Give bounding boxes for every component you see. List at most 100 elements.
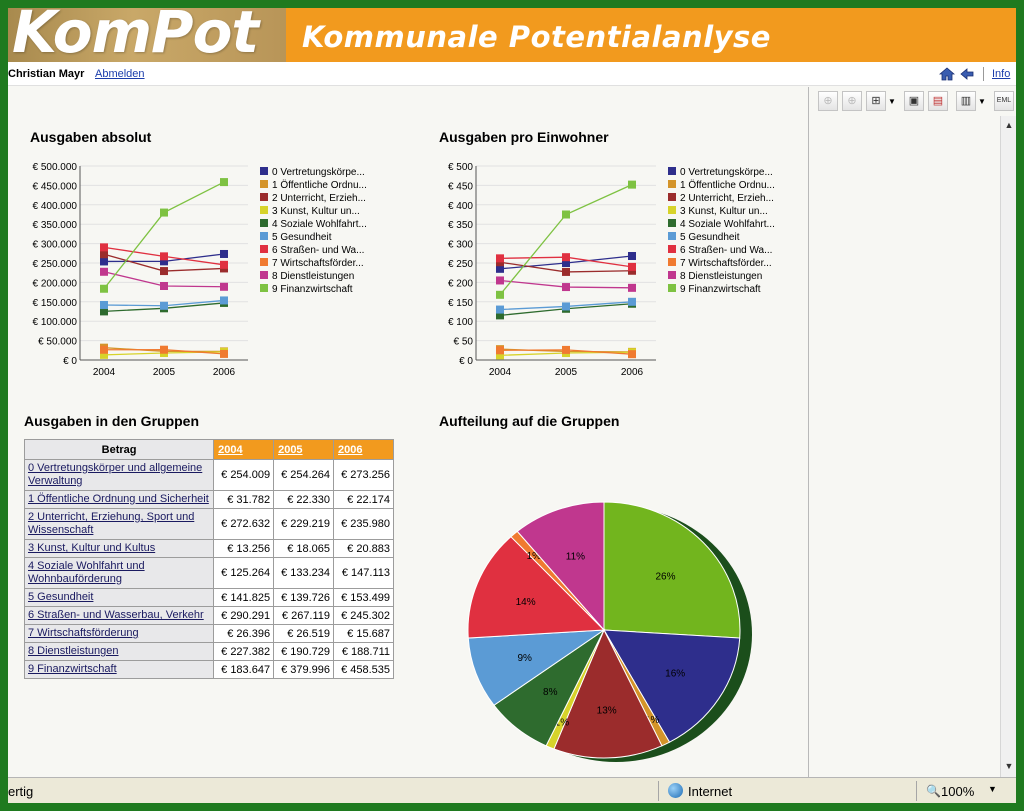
columns-icon[interactable]: ▥ bbox=[956, 91, 976, 111]
scroll-up-arrow-icon[interactable]: ▲ bbox=[1004, 120, 1014, 130]
data-point bbox=[628, 283, 636, 292]
pane-divider bbox=[808, 87, 809, 777]
table-cell-category[interactable]: 2 Unterricht, Erziehung, Sport und Wisse… bbox=[23, 508, 215, 540]
table-cell-category[interactable]: 5 Gesundheit bbox=[23, 588, 215, 607]
home-icon[interactable] bbox=[939, 66, 955, 82]
table-cell-value: € 290.291 bbox=[213, 606, 275, 625]
chevron-down-icon[interactable]: ▼ bbox=[888, 97, 896, 106]
data-point bbox=[100, 300, 108, 309]
legend-label: 5 Gesundheit bbox=[680, 232, 740, 243]
data-point bbox=[562, 283, 570, 292]
legend-label: 0 Vertretungskörpe... bbox=[680, 167, 773, 178]
table-cell-value: € 22.330 bbox=[273, 490, 335, 509]
legend-label: 0 Vertretungskörpe... bbox=[272, 167, 365, 178]
logout-link[interactable]: Abmelden bbox=[95, 68, 145, 80]
window-icon[interactable]: ▣ bbox=[904, 91, 924, 111]
legend-label: 8 Dienstleistungen bbox=[272, 271, 354, 282]
table-cell-category[interactable]: 0 Vertretungskörper und allgemeine Verwa… bbox=[23, 459, 215, 491]
table-cell-category[interactable]: 8 Dienstleistungen bbox=[23, 642, 215, 661]
data-point bbox=[496, 351, 504, 360]
status-text: ertig bbox=[8, 784, 34, 799]
data-point bbox=[100, 243, 108, 252]
add-icon[interactable]: ⊞ bbox=[866, 91, 886, 111]
data-point bbox=[100, 345, 108, 354]
pie-slice-label: 1% bbox=[555, 718, 570, 729]
table-cell-value: € 13.256 bbox=[213, 539, 275, 558]
pie-slice-label: 1% bbox=[645, 715, 660, 726]
data-point bbox=[496, 305, 504, 314]
chevron-down-icon[interactable]: ▼ bbox=[978, 97, 986, 106]
pie-title: Aufteilung auf die Gruppen bbox=[439, 413, 620, 429]
table-row: 0 Vertretungskörper und allgemeine Verwa… bbox=[23, 459, 394, 491]
y-tick-label: € 100 bbox=[448, 317, 473, 328]
data-point bbox=[100, 267, 108, 276]
back-arrow-icon[interactable] bbox=[959, 66, 975, 82]
legend-swatch bbox=[668, 271, 676, 279]
table-row: 6 Straßen- und Wasserbau, Verkehr € 290.2… bbox=[23, 606, 394, 625]
zoom-in-icon[interactable]: ⊕ bbox=[818, 91, 838, 111]
data-point bbox=[562, 210, 570, 219]
plot-area: € 500.000 € 450.000 € 400.000 € 350.000 € 30… bbox=[33, 162, 367, 378]
user-bar: Christian Mayr Abmelden Info bbox=[8, 62, 1016, 86]
table-cell-category[interactable]: 4 Soziale Wohlfahrt und Wohnbauförderung bbox=[23, 557, 215, 589]
table-cell-category[interactable]: 3 Kunst, Kultur und Kultus bbox=[23, 539, 215, 558]
app-title: Kommunale Potentialanlyse bbox=[302, 20, 771, 54]
column-header-2005[interactable]: 2005 bbox=[273, 439, 335, 460]
table-cell-value: € 133.234 bbox=[273, 557, 335, 589]
table-cell-value: € 22.174 bbox=[333, 490, 394, 509]
table-cell-category[interactable]: 1 Öffentliche Ordnung und Sicherheit bbox=[23, 490, 215, 509]
x-tick-label: 2005 bbox=[555, 367, 578, 378]
pie-slice bbox=[467, 536, 606, 639]
calendar-icon[interactable]: ▤ bbox=[928, 91, 948, 111]
data-point bbox=[160, 267, 168, 276]
table-cell-value: € 15.687 bbox=[333, 624, 394, 643]
scrollbar[interactable]: ▲ ▼ bbox=[1000, 116, 1016, 777]
table-cell-value: € 139.726 bbox=[273, 588, 335, 607]
table-cell-value: € 267.119 bbox=[273, 606, 335, 625]
app-banner: KomPot Kommunale Potentialanlyse bbox=[8, 8, 1016, 62]
table-cell-value: € 227.382 bbox=[213, 642, 275, 661]
y-tick-label: € 200 bbox=[448, 278, 473, 289]
table-cell-category[interactable]: 6 Straßen- und Wasserbau, Verkehr bbox=[23, 606, 215, 625]
legend-label: 3 Kunst, Kultur un... bbox=[680, 206, 768, 217]
data-point bbox=[220, 178, 228, 187]
series-line bbox=[499, 184, 633, 296]
table-cell-value: € 183.647 bbox=[213, 660, 275, 679]
y-tick-label: € 500 bbox=[448, 162, 473, 173]
legend-label: 5 Gesundheit bbox=[272, 232, 332, 243]
table-cell-value: € 458.535 bbox=[333, 660, 394, 679]
column-header-betrag: Betrag bbox=[23, 439, 215, 460]
logo-text: KomPot bbox=[12, 8, 259, 62]
info-link[interactable]: Info bbox=[992, 68, 1011, 80]
column-header-2004[interactable]: 2004 bbox=[213, 439, 275, 460]
legend-swatch bbox=[260, 219, 268, 227]
zoom-icon[interactable]: 🔍 bbox=[926, 784, 941, 798]
expense-table-wrap: Betrag 2004 2005 2006 0 Vertretungskörpe… bbox=[23, 439, 394, 679]
pie-slice-label: 26% bbox=[655, 572, 675, 583]
data-point bbox=[628, 180, 636, 189]
email-export-icon[interactable]: EML bbox=[994, 91, 1014, 111]
chevron-down-icon[interactable]: ▼ bbox=[988, 784, 997, 794]
y-tick-label: € 50 bbox=[454, 337, 474, 348]
column-header-2006[interactable]: 2006 bbox=[333, 439, 394, 460]
x-tick-label: 2004 bbox=[93, 367, 116, 378]
data-point bbox=[160, 281, 168, 290]
y-tick-label: € 250 bbox=[448, 259, 473, 270]
table-cell-category[interactable]: 7 Wirtschaftsförderung bbox=[23, 624, 215, 643]
legend-label: 2 Unterricht, Erzieh... bbox=[680, 193, 774, 204]
legend-swatch bbox=[668, 232, 676, 240]
pie-slice-label: 8% bbox=[543, 687, 558, 698]
zoom-out-icon[interactable]: ⊕ bbox=[842, 91, 862, 111]
table-cell-category[interactable]: 9 Finanzwirtschaft bbox=[23, 660, 215, 679]
line-chart-absolut: € 500.000 € 450.000 € 400.000 € 350.000 € 30… bbox=[33, 162, 367, 378]
separator bbox=[916, 781, 917, 801]
scroll-down-arrow-icon[interactable]: ▼ bbox=[1004, 761, 1014, 771]
table-cell-value: € 188.711 bbox=[333, 642, 394, 661]
legend-swatch bbox=[260, 232, 268, 240]
pie-slice-label: 14% bbox=[516, 597, 536, 608]
x-tick-label: 2006 bbox=[621, 367, 644, 378]
zoom-level[interactable]: 100% bbox=[941, 784, 975, 799]
table-row: 8 Dienstleistungen € 227.382 € 190.729 € 18… bbox=[23, 642, 394, 661]
legend-label: 7 Wirtschaftsförder... bbox=[680, 258, 772, 269]
table-cell-value: € 379.996 bbox=[273, 660, 335, 679]
